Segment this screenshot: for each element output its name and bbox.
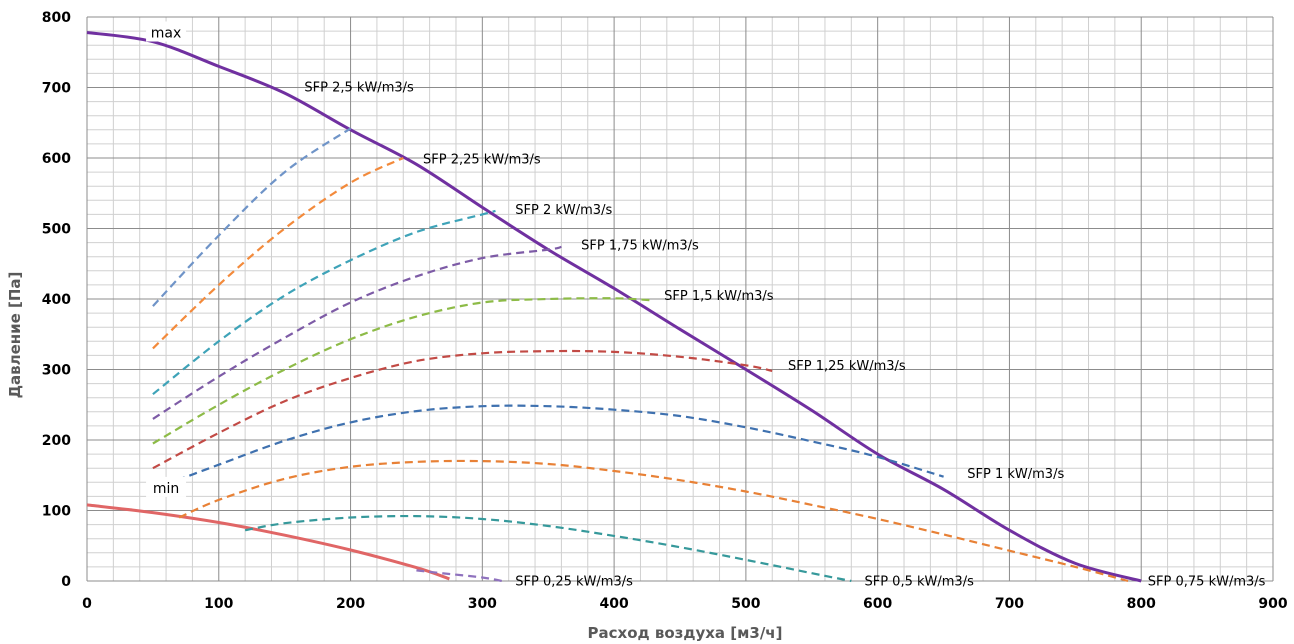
y-tick-label: 800 xyxy=(42,10,71,26)
sfp-series-label: SFP 0,75 kW/m3/s xyxy=(1148,575,1266,590)
boundary-line-min xyxy=(86,503,450,581)
y-tick-label: 0 xyxy=(61,574,71,590)
y-axis-tick-labels: 0 100 200 300 400 500 600 700 800 xyxy=(42,10,71,590)
x-tick-label: 700 xyxy=(995,596,1024,612)
y-tick-label: 700 xyxy=(42,81,71,97)
sfp-series-label: SFP 2,25 kW/m3/s xyxy=(423,152,541,167)
sfp-series-line-0 xyxy=(152,127,352,307)
sfp-series-line-9 xyxy=(416,569,503,583)
sfp-series-line-4 xyxy=(152,297,654,445)
sfp-series-label: SFP 1,75 kW/m3/s xyxy=(581,238,699,253)
y-tick-label: 400 xyxy=(42,292,71,308)
x-tick-label: 200 xyxy=(336,596,365,612)
sfp-series-label: SFP 0,5 kW/m3/s xyxy=(864,575,974,590)
sfp-series-label: SFP 0,25 kW/m3/s xyxy=(515,575,633,590)
x-axis-title: Расход воздуха [м3/ч] xyxy=(588,624,783,642)
sfp-series-line-1 xyxy=(152,157,404,350)
y-tick-label: 200 xyxy=(42,433,71,449)
sfp-series-label: SFP 2,5 kW/m3/s xyxy=(304,81,414,96)
y-axis-title: Давление [Па] xyxy=(6,272,24,399)
sfp-series-line-6 xyxy=(152,404,944,491)
boundary-label-bg xyxy=(146,476,187,497)
x-tick-label: 500 xyxy=(731,596,760,612)
boundary-label-bg xyxy=(146,21,187,42)
y-tick-label: 100 xyxy=(42,504,71,520)
sfp-series-labels: SFP 2,5 kW/m3/s SFP 2,25 kW/m3/s SFP 2 kW/… xyxy=(304,81,1265,590)
sfp-series-line-5 xyxy=(152,349,773,470)
x-tick-label: 300 xyxy=(468,596,497,612)
sfp-series-label: SFP 2 kW/m3/s xyxy=(515,203,612,218)
x-tick-label: 100 xyxy=(204,596,233,612)
sfp-series-label: SFP 1,25 kW/m3/s xyxy=(788,359,906,374)
x-axis-tick-labels: 0 100 200 300 400 500 600 700 800 900 xyxy=(82,596,1288,612)
y-tick-label: 500 xyxy=(42,222,71,238)
y-tick-label: 600 xyxy=(42,151,71,167)
x-tick-label: 900 xyxy=(1258,596,1287,612)
major-gridlines xyxy=(86,16,1274,582)
x-tick-label: 0 xyxy=(82,596,92,612)
sfp-series-line-8 xyxy=(244,514,852,583)
sfp-series-label: SFP 1 kW/m3/s xyxy=(967,467,1064,482)
boundary-curves xyxy=(86,31,1142,583)
x-tick-label: 800 xyxy=(1127,596,1156,612)
y-tick-label: 300 xyxy=(42,363,71,379)
sfp-series-label: SFP 1,5 kW/m3/s xyxy=(664,289,774,304)
sfp-series-line-7 xyxy=(178,459,1129,583)
x-tick-label: 400 xyxy=(599,596,628,612)
x-tick-label: 600 xyxy=(863,596,892,612)
boundary-line-max xyxy=(86,31,1142,583)
boundary-labels: max min xyxy=(146,21,187,497)
sfp-series-line-2 xyxy=(152,209,496,396)
boundary-label-max: max xyxy=(151,26,182,42)
boundary-label-min: min xyxy=(153,481,179,497)
sfp-series xyxy=(152,127,1129,583)
sfp-series-line-3 xyxy=(152,245,562,420)
